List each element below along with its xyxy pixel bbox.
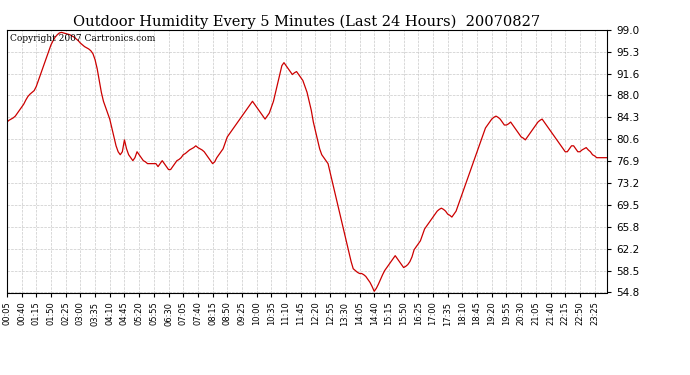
Text: Copyright 2007 Cartronics.com: Copyright 2007 Cartronics.com — [10, 34, 155, 43]
Title: Outdoor Humidity Every 5 Minutes (Last 24 Hours)  20070827: Outdoor Humidity Every 5 Minutes (Last 2… — [74, 15, 540, 29]
